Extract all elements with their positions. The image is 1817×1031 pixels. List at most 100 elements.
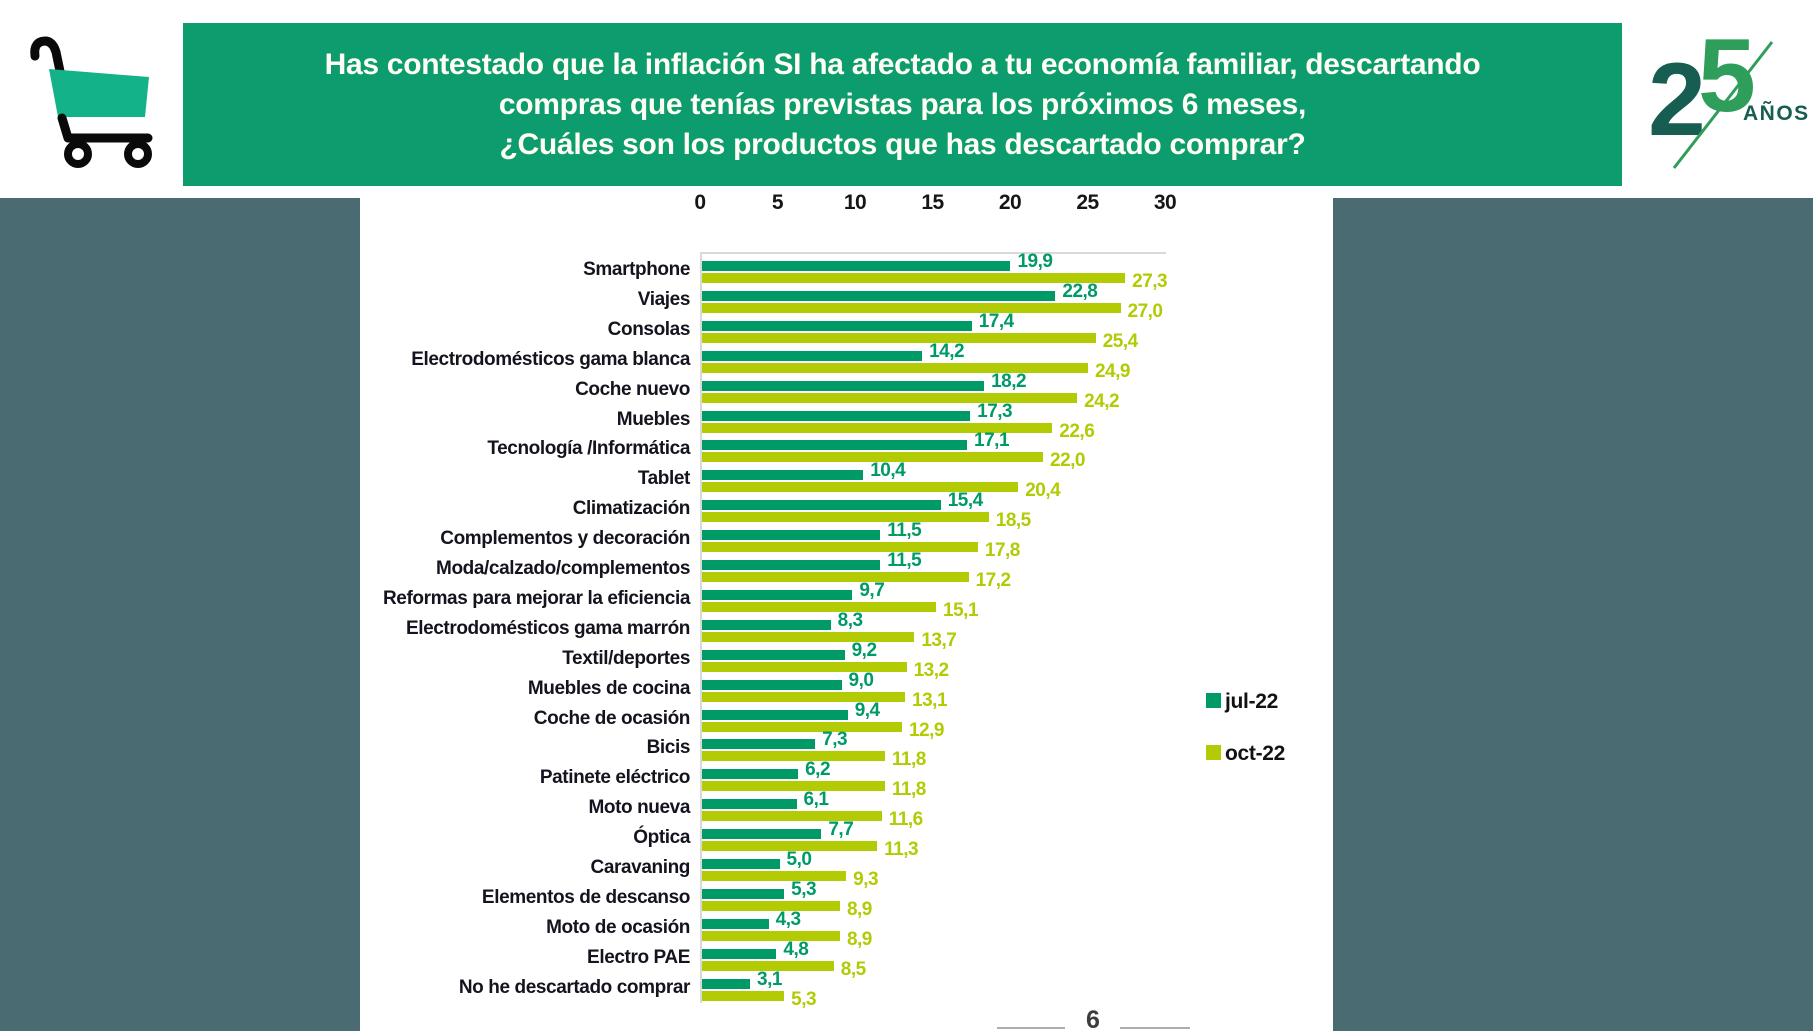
value-label-oct22: 27,0	[1127, 300, 1163, 322]
bar-oct22	[702, 930, 840, 941]
value-label-jul22: 9,7	[859, 579, 885, 601]
value-label-jul22: 5,3	[791, 878, 817, 900]
category-label: Moto nueva	[588, 797, 690, 819]
value-label-oct22: 9,3	[853, 869, 879, 890]
bar-jul22	[702, 470, 864, 481]
bar-oct22	[702, 871, 847, 881]
x-axis-tick: 25	[1076, 191, 1099, 214]
x-axis-tick: 30	[1153, 191, 1177, 214]
value-label-jul22: 9,0	[848, 669, 874, 691]
value-label-oct22: 11,6	[888, 809, 923, 831]
value-label-jul22: 11,5	[887, 520, 922, 542]
value-label-jul22: 22,8	[1062, 280, 1098, 302]
page-number: 6	[1086, 1006, 1100, 1031]
value-label-oct22: 11,8	[891, 779, 926, 801]
bar-jul22	[702, 440, 968, 451]
bar-jul22	[702, 589, 853, 600]
bar-oct22	[702, 960, 834, 971]
bar-oct22	[702, 841, 878, 852]
value-label-oct22: 24,2	[1084, 390, 1120, 412]
value-label-oct22: 8,9	[846, 928, 872, 950]
category-label: Textil/deportes	[562, 647, 690, 669]
category-label: Moda/calzado/complementos	[436, 558, 690, 579]
bar-jul22	[702, 859, 780, 869]
bar-jul22	[702, 649, 845, 660]
title-line-1: Has contestado que la inflación SI ha af…	[324, 47, 1481, 81]
logo-anos-text: AÑOS	[1743, 102, 1810, 125]
value-label-oct22: 11,3	[884, 839, 919, 861]
bar-jul22	[702, 769, 799, 780]
x-axis-tick: 5	[771, 191, 784, 214]
bar-oct22	[702, 542, 978, 553]
bar-oct22	[702, 422, 1053, 433]
category-label: Óptica	[633, 827, 690, 849]
right-side-panel	[1333, 198, 1813, 1031]
bar-jul22	[702, 320, 972, 331]
category-label: Climatización	[572, 498, 691, 520]
value-label-jul22: 6,1	[803, 789, 829, 811]
value-label-oct22: 8,5	[840, 958, 866, 980]
bar-jul22	[702, 918, 769, 929]
category-label: Elementos de descanso	[481, 886, 690, 908]
bar-jul22	[702, 500, 941, 511]
bar-oct22	[702, 302, 1121, 313]
bar-oct22	[702, 362, 1088, 373]
value-label-oct22: 13,1	[912, 689, 948, 711]
value-label-jul22: 10,4	[870, 460, 906, 482]
footer-divider-left	[997, 1027, 1065, 1029]
legend-swatch-jul22	[1206, 693, 1221, 708]
logo-slash-icon	[1672, 41, 1774, 169]
category-label: Electro PAE	[587, 946, 690, 968]
bar-oct22	[702, 900, 840, 911]
bar-jul22	[702, 829, 822, 840]
value-label-jul22: 17,1	[974, 430, 1010, 452]
bar-oct22	[702, 482, 1019, 493]
shopping-cart-icon	[28, 30, 156, 177]
category-label: Complementos y decoración	[440, 528, 690, 550]
bar-oct22	[702, 601, 937, 612]
bar-oct22	[702, 392, 1078, 403]
logo-25-anos: 5 2 AÑOS	[1648, 24, 1813, 176]
value-label-jul22: 18,2	[991, 370, 1027, 392]
value-label-oct22: 15,1	[943, 599, 979, 621]
legend-label-jul22: jul-22	[1225, 690, 1279, 713]
bar-jul22	[702, 799, 797, 810]
value-label-oct22: 11,8	[891, 749, 926, 771]
value-label-oct22: 18,5	[995, 510, 1031, 532]
bar-oct22	[702, 811, 882, 822]
bar-oct22	[702, 273, 1126, 283]
value-label-jul22: 7,3	[822, 729, 848, 751]
legend-item-oct22: oct-22	[1206, 742, 1285, 766]
value-label-jul22: 4,8	[783, 938, 809, 960]
value-label-oct22: 13,2	[913, 659, 949, 681]
category-label: No he descartado comprar	[458, 976, 691, 998]
logo-digit-2: 2	[1648, 42, 1706, 158]
bar-jul22	[702, 410, 971, 421]
left-side-panel	[0, 198, 360, 1031]
bar-oct22	[702, 691, 906, 702]
bar-jul22	[702, 261, 1011, 271]
bar-jul22	[702, 739, 816, 750]
category-label: Reformas para mejorar la eficiencia	[382, 587, 690, 609]
legend-item-jul22: jul-22	[1206, 690, 1278, 714]
footer-divider-right	[1120, 1027, 1190, 1029]
legend-swatch-oct22	[1206, 745, 1221, 760]
category-label: Bicis	[646, 737, 691, 759]
bar-jul22	[702, 290, 1056, 301]
value-label-jul22: 9,2	[851, 639, 877, 661]
value-label-jul22: 19,9	[1017, 251, 1053, 272]
title-line-2: compras que tenías previstas para los pr…	[498, 87, 1307, 121]
category-label: Tablet	[637, 468, 691, 490]
value-label-jul22: 4,3	[775, 908, 801, 930]
title-banner: Has contestado que la inflación SI ha af…	[183, 23, 1622, 186]
category-label: Muebles	[616, 408, 691, 430]
bar-jul22	[702, 380, 985, 391]
category-label: Smartphone	[583, 259, 690, 280]
bar-oct22	[702, 512, 989, 523]
value-label-jul22: 7,7	[828, 819, 854, 841]
bar-oct22	[702, 781, 885, 792]
value-label-oct22: 17,2	[975, 570, 1011, 591]
bar-oct22	[702, 990, 785, 1001]
value-label-oct22: 27,3	[1132, 271, 1168, 292]
bar-jul22	[702, 948, 777, 959]
